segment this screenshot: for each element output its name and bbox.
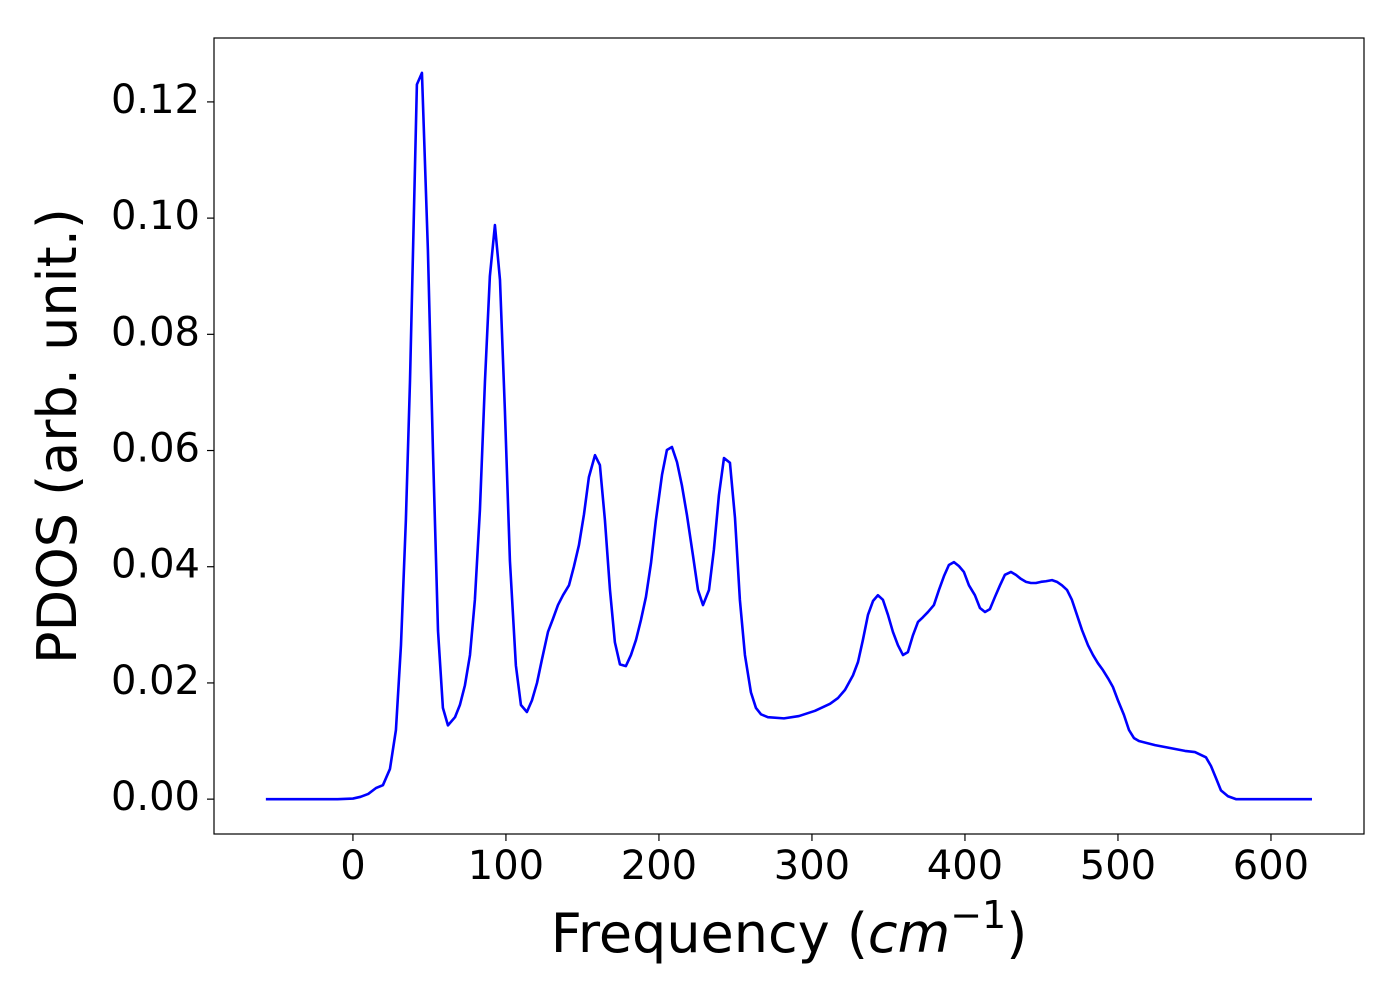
- y-tick-label: 0.12: [111, 77, 200, 123]
- y-axis-label: PDOS (arb. unit.): [26, 208, 89, 664]
- x-tick-label: 600: [1233, 843, 1309, 889]
- x-tick-label: 400: [927, 843, 1003, 889]
- x-tick-label: 100: [468, 843, 544, 889]
- plot-frame: [213, 37, 1365, 835]
- x-label-text: Frequency (: [551, 902, 868, 965]
- y-tick-label: 0.00: [111, 774, 200, 820]
- x-label-text: ): [1006, 902, 1027, 965]
- x-label-math: cm: [868, 902, 950, 965]
- x-tick-label: 0: [340, 843, 365, 889]
- x-axis-label: Frequency (cm−1): [551, 893, 1028, 965]
- y-tick-label: 0.02: [111, 658, 200, 704]
- y-tick-label: 0.04: [111, 542, 200, 588]
- x-tick-label: 300: [774, 843, 850, 889]
- data-line: [265, 71, 1312, 801]
- y-tick-label: 0.10: [111, 193, 200, 239]
- y-tick-label: 0.08: [111, 309, 200, 355]
- x-tick-label: 200: [621, 843, 697, 889]
- y-tick-label: 0.06: [111, 426, 200, 472]
- x-tick-label: 500: [1080, 843, 1156, 889]
- x-label-exponent: −1: [950, 893, 1006, 937]
